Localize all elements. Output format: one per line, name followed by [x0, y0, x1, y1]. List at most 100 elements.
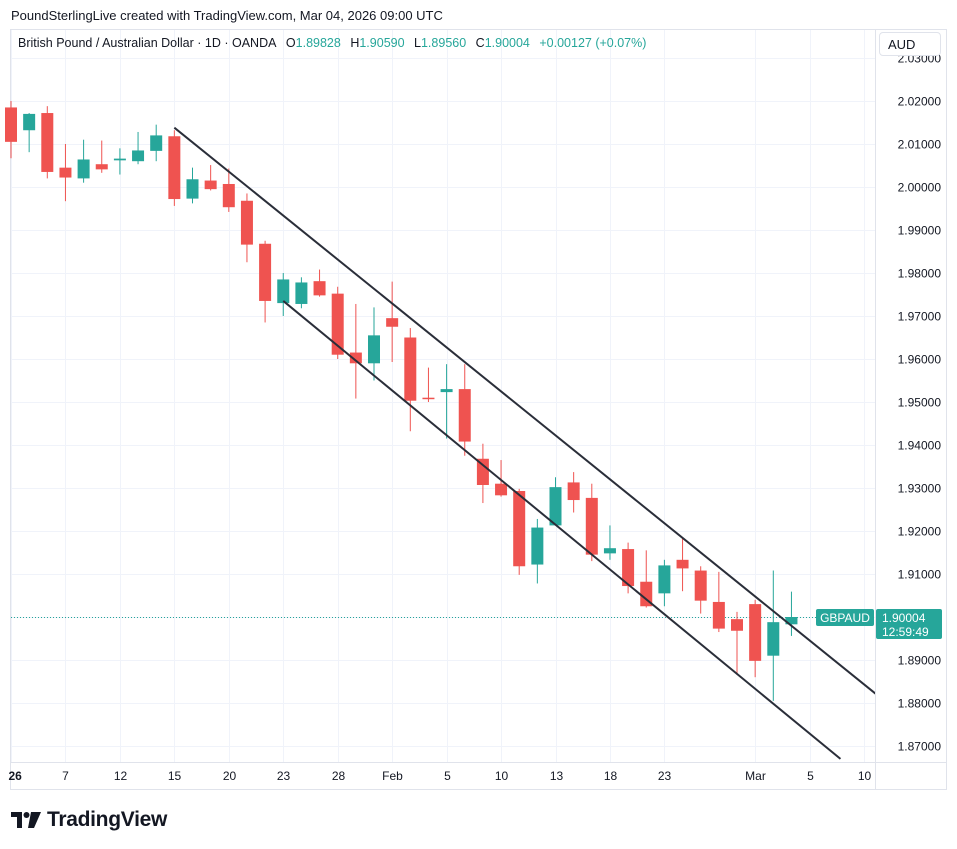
ohlc-legend: British Pound / Australian Dollar · 1D ·…	[18, 36, 646, 50]
candle[interactable]	[767, 570, 780, 701]
candle[interactable]	[731, 611, 743, 676]
close-label: C	[475, 36, 485, 50]
currency-selector[interactable]: AUD	[879, 32, 941, 56]
chart-credit: PoundSterlingLive created with TradingVi…	[11, 8, 443, 23]
low-value: 1.89560	[420, 36, 467, 50]
candle[interactable]	[622, 542, 635, 594]
candle-body	[585, 497, 598, 555]
candle-body	[331, 293, 344, 355]
candle-body	[712, 601, 725, 629]
y-tick-label: 2.01000	[898, 138, 942, 152]
y-tick-label: 2.00000	[898, 181, 942, 195]
brand-name: TradingView	[47, 808, 168, 831]
candle[interactable]	[749, 599, 762, 678]
y-tick-label: 1.89000	[898, 654, 942, 668]
candle[interactable]	[386, 281, 399, 363]
candle[interactable]	[495, 460, 508, 497]
x-tick-label: 26	[9, 769, 23, 783]
candle[interactable]	[531, 518, 544, 584]
candle[interactable]	[404, 328, 417, 432]
candle[interactable]	[132, 131, 145, 165]
last-price-tag: GBPAUD 1.90004 12:59:49	[816, 609, 942, 639]
candle[interactable]	[567, 472, 580, 513]
candle[interactable]	[368, 307, 380, 381]
candle-body	[240, 200, 253, 245]
candle[interactable]	[295, 277, 308, 309]
y-tick-label: 2.02000	[898, 95, 942, 109]
candle-body	[77, 159, 90, 179]
candle[interactable]	[712, 571, 725, 633]
y-tick-label: 1.95000	[898, 396, 942, 410]
candle-body	[549, 487, 562, 526]
candle[interactable]	[5, 101, 17, 159]
candle-body	[640, 581, 653, 607]
candle[interactable]	[513, 488, 526, 575]
y-tick-label: 1.87000	[898, 740, 942, 754]
candle[interactable]	[186, 167, 199, 204]
candle-body	[150, 135, 163, 151]
price-tag-countdown: 12:59:49	[882, 625, 929, 639]
tradingview-logo[interactable]: TradingView	[11, 808, 167, 832]
candle-body	[186, 179, 199, 199]
candle-body	[749, 604, 762, 661]
candle[interactable]	[23, 113, 36, 153]
candle[interactable]	[59, 144, 72, 202]
x-tick-label: 10	[858, 769, 872, 783]
candle[interactable]	[440, 364, 453, 439]
candle[interactable]	[168, 130, 181, 206]
candle[interactable]	[259, 240, 272, 323]
candle-body	[622, 549, 635, 587]
candle[interactable]	[422, 367, 435, 402]
candle[interactable]	[41, 106, 54, 179]
y-tick-label: 1.88000	[898, 697, 942, 711]
candle-body	[404, 337, 417, 401]
grid-lines	[11, 30, 875, 762]
candle[interactable]	[240, 193, 253, 263]
candle[interactable]	[313, 269, 326, 297]
candle[interactable]	[676, 537, 689, 592]
y-tick-label: 1.96000	[898, 353, 942, 367]
candle-body	[694, 570, 707, 601]
x-tick-label: 12	[114, 769, 128, 783]
x-tick-label: 13	[550, 769, 564, 783]
y-tick-label: 1.98000	[898, 267, 942, 281]
candle-body	[5, 107, 17, 142]
x-tick-label: 5	[807, 769, 814, 783]
open-label: O	[285, 36, 296, 50]
candle-body	[313, 281, 326, 296]
instrument-title[interactable]: British Pound / Australian Dollar · 1D ·…	[18, 36, 277, 50]
price-change: +0.00127 (+0.07%)	[539, 36, 647, 50]
candle[interactable]	[585, 483, 598, 562]
candle-body	[440, 389, 453, 393]
candle[interactable]	[113, 148, 126, 175]
candle[interactable]	[694, 566, 707, 614]
candle[interactable]	[222, 168, 235, 212]
candle-body	[495, 483, 508, 496]
candle[interactable]	[603, 525, 616, 560]
candle-body	[41, 113, 54, 172]
x-tick-label: 20	[223, 769, 237, 783]
candle[interactable]	[204, 165, 217, 191]
candle-body	[676, 559, 689, 569]
x-tick-label: 15	[168, 769, 182, 783]
candle[interactable]	[549, 477, 562, 526]
y-tick-label: 1.93000	[898, 482, 942, 496]
chart-frame	[10, 29, 947, 790]
candle[interactable]	[658, 559, 671, 607]
candle[interactable]	[785, 591, 798, 636]
close-value: 1.90004	[484, 36, 530, 50]
trend-channel	[173, 126, 889, 760]
candle[interactable]	[77, 139, 90, 183]
candle[interactable]	[458, 364, 471, 456]
x-tick-label: 18	[604, 769, 618, 783]
trend-channel-line[interactable]	[282, 300, 842, 760]
candle[interactable]	[349, 303, 362, 399]
candle[interactable]	[95, 140, 108, 173]
candle[interactable]	[277, 273, 290, 316]
candle-body	[295, 282, 308, 304]
trend-channel-line[interactable]	[173, 126, 889, 705]
y-tick-label: 1.92000	[898, 525, 942, 539]
candle[interactable]	[476, 443, 489, 504]
candle[interactable]	[150, 124, 163, 162]
